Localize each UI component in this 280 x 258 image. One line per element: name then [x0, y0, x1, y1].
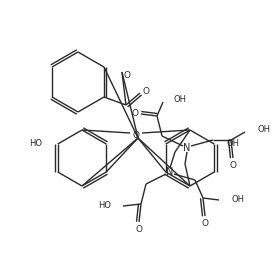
- Text: OH: OH: [257, 125, 270, 134]
- Text: HO: HO: [98, 201, 111, 211]
- Text: N: N: [166, 167, 174, 177]
- Text: O: O: [123, 70, 130, 79]
- Text: O: O: [132, 109, 139, 118]
- Text: O: O: [132, 131, 139, 140]
- Text: O: O: [230, 160, 237, 170]
- Text: OH: OH: [173, 94, 186, 103]
- Text: O: O: [143, 86, 150, 95]
- Text: OH: OH: [231, 196, 244, 205]
- Text: OH: OH: [226, 140, 239, 149]
- Text: N: N: [183, 143, 191, 153]
- Text: O: O: [202, 219, 209, 228]
- Text: HO: HO: [29, 140, 42, 149]
- Text: O: O: [136, 224, 143, 233]
